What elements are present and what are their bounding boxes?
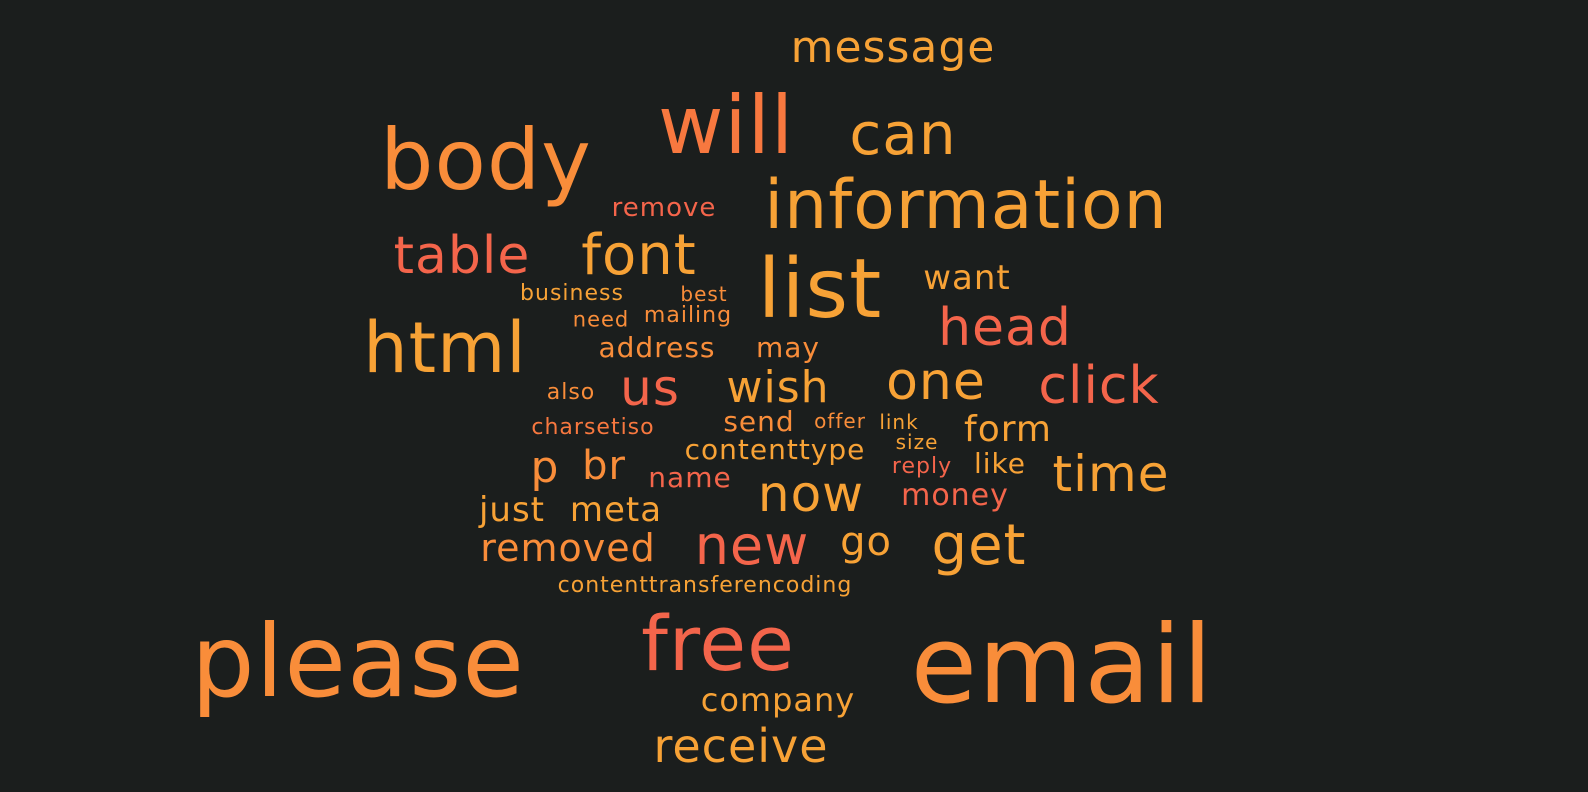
word-reply: reply: [891, 454, 953, 479]
word-html: html: [363, 307, 527, 389]
word-new: new: [694, 514, 810, 577]
word-like: like: [973, 447, 1027, 480]
word-business: business: [520, 281, 624, 306]
word-need: need: [572, 307, 630, 332]
word-one: one: [886, 352, 986, 412]
word-us: us: [620, 359, 680, 417]
word-table: table: [393, 226, 531, 286]
word-click: click: [1038, 356, 1160, 416]
word-p: p: [530, 442, 560, 493]
word-receive: receive: [653, 719, 829, 773]
word-just: just: [478, 490, 546, 530]
word-now: now: [757, 465, 865, 523]
word-please: please: [191, 603, 525, 720]
word-may: may: [755, 331, 821, 364]
word-time: time: [1052, 445, 1170, 503]
word-also: also: [546, 380, 596, 405]
word-charsetiso: charsetiso: [531, 415, 655, 440]
word-money: money: [901, 478, 1009, 513]
word-wish: wish: [726, 362, 830, 413]
word-can: can: [849, 100, 957, 168]
word-go: go: [840, 519, 892, 565]
word-message: message: [790, 22, 996, 73]
word-free: free: [641, 599, 795, 688]
word-body: body: [380, 111, 592, 209]
word-name: name: [648, 461, 732, 494]
word-information: information: [764, 166, 1168, 245]
word-remove: remove: [611, 193, 717, 223]
word-contenttype: contenttype: [684, 433, 866, 466]
word-want: want: [923, 258, 1011, 298]
word-email: email: [910, 603, 1214, 728]
word-company: company: [700, 681, 856, 719]
word-send: send: [723, 405, 795, 438]
word-best: best: [680, 282, 728, 306]
word-mailing: mailing: [643, 303, 733, 328]
word-will: will: [657, 79, 795, 172]
word-meta: meta: [569, 490, 663, 530]
word-head: head: [938, 298, 1072, 358]
word-link: link: [879, 410, 919, 434]
word-address: address: [598, 331, 716, 364]
word-get: get: [931, 513, 1027, 578]
word-removed: removed: [480, 526, 656, 570]
word-br: br: [582, 443, 626, 489]
word-offer: offer: [814, 409, 866, 433]
word-font: font: [581, 223, 697, 288]
word-list: list: [757, 242, 883, 337]
word-size: size: [895, 430, 939, 454]
word-form: form: [964, 409, 1052, 450]
word-contenttransferencoding: contenttransferencoding: [557, 573, 853, 598]
